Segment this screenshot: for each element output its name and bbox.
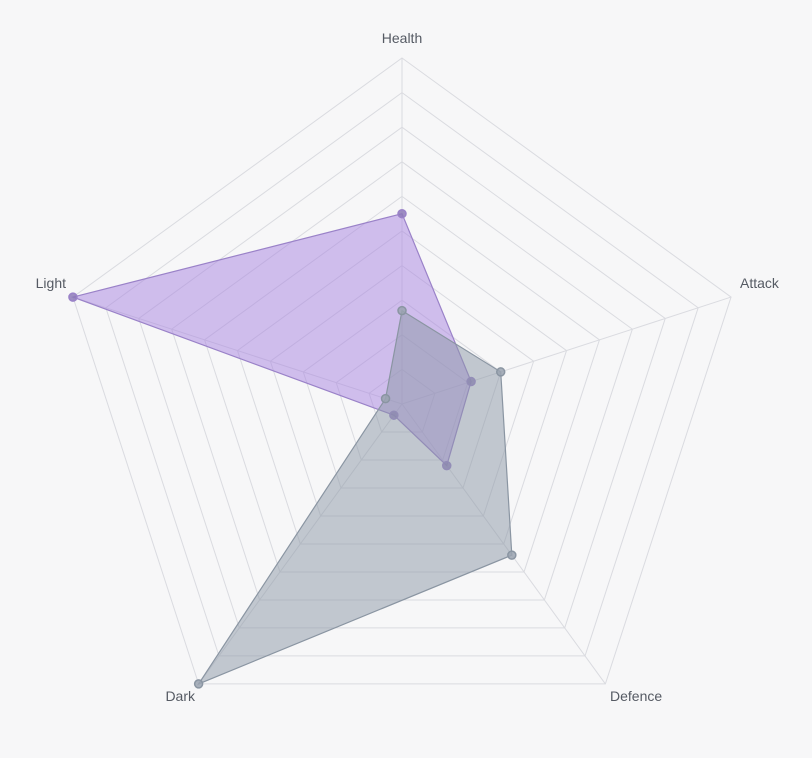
series-2-area [197, 309, 513, 686]
axis-labels: Health Attack Defence Dark Light [36, 30, 780, 704]
series-2-point-health[interactable] [397, 305, 407, 316]
series-2 [193, 305, 517, 689]
series-1-point-health[interactable] [397, 208, 407, 219]
axis-label-health: Health [382, 30, 422, 46]
series-1-point-light[interactable] [68, 292, 78, 302]
series-layer [68, 208, 517, 689]
grid-ring-10 [72, 57, 732, 685]
series-2-point-attack[interactable] [495, 367, 506, 377]
series-2-point-dark[interactable] [193, 679, 204, 689]
grid-ring-9 [105, 91, 699, 657]
axis-label-defence: Defence [610, 688, 662, 704]
axis-label-light: Light [36, 275, 66, 291]
series-2-point-light[interactable] [380, 393, 391, 404]
series-2-point-defence[interactable] [507, 550, 517, 560]
axis-label-dark: Dark [165, 688, 196, 704]
axis-label-attack: Attack [740, 275, 780, 291]
